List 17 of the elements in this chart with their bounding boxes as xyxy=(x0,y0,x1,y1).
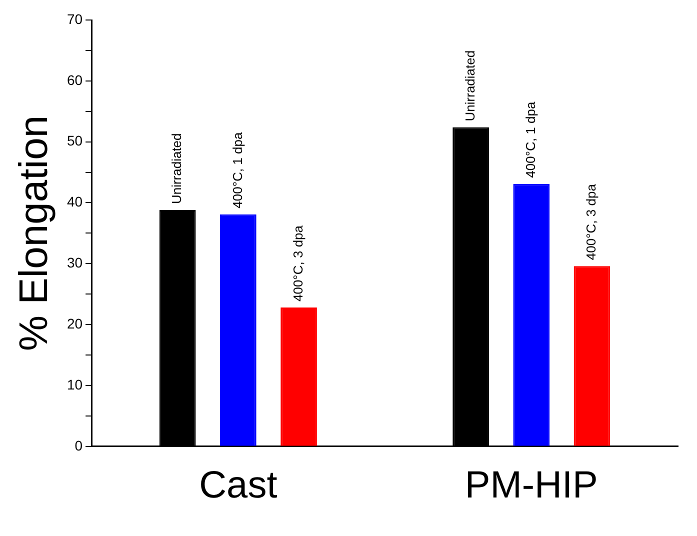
text: 400°C, 1 dpa xyxy=(230,132,245,208)
x-tick-label: PM-HIP xyxy=(464,464,598,507)
text: Unirradiated xyxy=(462,50,478,122)
x-tick-label: Cast xyxy=(199,464,278,507)
text: Unirradiated xyxy=(169,133,184,204)
y-tick-label: 40 xyxy=(66,194,83,210)
y-tick-label: 50 xyxy=(66,132,83,149)
y-axis-title: % Elongation xyxy=(12,115,56,352)
y-tick-label: 20 xyxy=(66,315,83,332)
y-tick-label: 30 xyxy=(66,254,83,271)
text: 400°C, 3 dpa xyxy=(584,184,599,260)
y-tick-label: 0 xyxy=(74,437,83,454)
y-tick-label: 70 xyxy=(66,10,83,27)
text: 400°C, 1 dpa xyxy=(522,102,538,178)
y-tick-label: 10 xyxy=(66,376,83,392)
y-tick-label: 60 xyxy=(66,72,83,88)
text: 400°C, 3 dpa xyxy=(290,224,306,302)
